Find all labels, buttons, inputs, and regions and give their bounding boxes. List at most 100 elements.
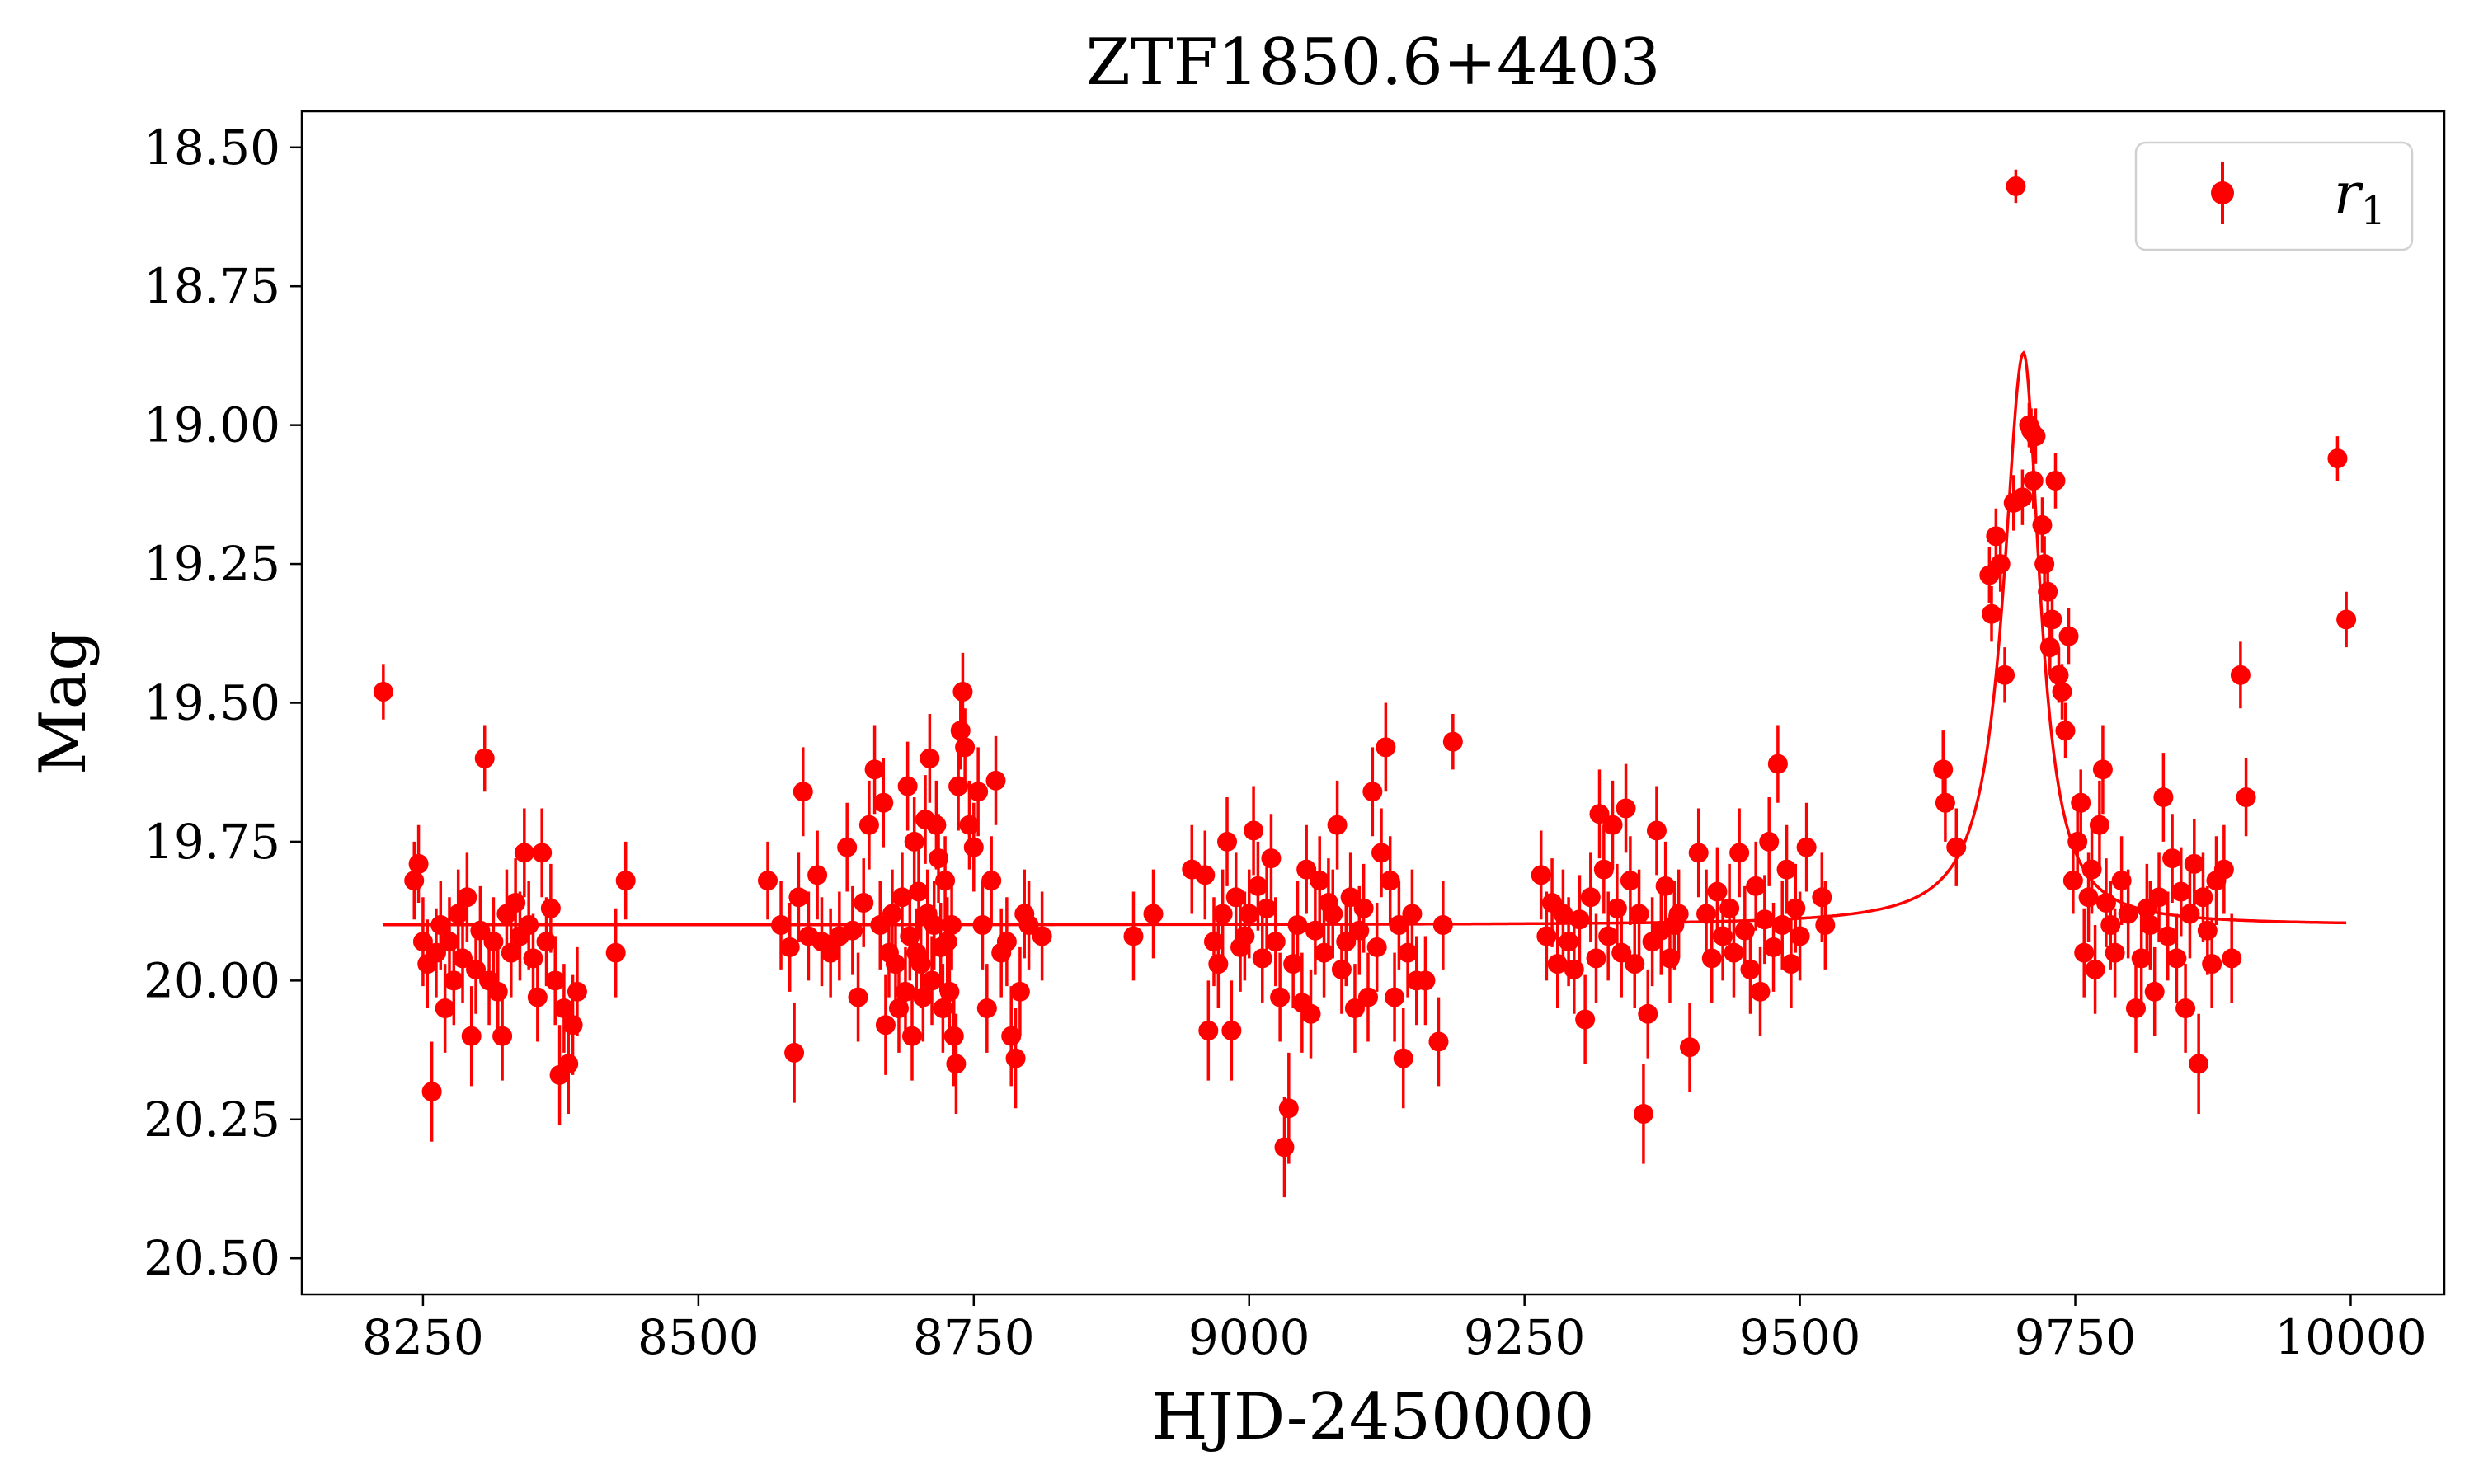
data-point (929, 848, 949, 869)
data-point (882, 904, 902, 924)
data-point (1123, 926, 1144, 946)
data-point (1772, 914, 1793, 935)
data-point (1580, 887, 1601, 908)
data-point (562, 1015, 583, 1036)
data-point-group (2153, 753, 2174, 842)
data-point-group (848, 952, 868, 1042)
data-point-group (421, 1041, 442, 1142)
data-point-group (1629, 869, 1649, 959)
data-point-group (1009, 946, 1030, 1036)
x-tick-label: 9250 (1464, 1309, 1586, 1365)
data-point-group (1724, 908, 1744, 998)
data-point (1638, 1003, 1658, 1024)
data-point (1659, 948, 1680, 969)
data-point (1616, 798, 1636, 819)
data-point-group (2327, 436, 2348, 481)
data-point (1547, 954, 1568, 974)
data-point (976, 998, 997, 1019)
data-point (924, 914, 944, 935)
data-point (1287, 914, 1308, 935)
data-point (1586, 948, 1606, 969)
data-point (1270, 987, 1291, 1007)
data-point-group (567, 946, 587, 1036)
data-point (2184, 853, 2204, 874)
data-point-group (942, 881, 962, 970)
data-point (1646, 820, 1667, 841)
data-point-group (2085, 924, 2105, 1014)
data-point (2171, 881, 2191, 902)
data-point (1982, 603, 2002, 624)
data-point (985, 770, 1006, 791)
data-point (2052, 682, 2072, 702)
data-point (1713, 926, 1733, 946)
data-point (1763, 937, 1784, 957)
data-point (2180, 904, 2200, 924)
data-point (1278, 1098, 1299, 1119)
data-point (920, 748, 940, 768)
data-point-group (1432, 881, 1453, 970)
data-point-group (955, 708, 976, 787)
data-point-group (1278, 1052, 1299, 1164)
data-point (567, 981, 587, 1002)
data-point-group (2092, 725, 2113, 815)
data-point (943, 1026, 964, 1046)
y-tick-label: 18.50 (143, 120, 280, 176)
data-point-group (885, 919, 905, 1009)
data-point-group (1212, 869, 1233, 959)
data-point (448, 904, 468, 924)
data-point (373, 682, 393, 702)
data-point (1719, 898, 1740, 918)
data-point (1198, 1020, 1219, 1040)
data-point (1380, 871, 1400, 891)
data-point-group (946, 1013, 967, 1115)
data-point (1935, 792, 1955, 813)
data-point (404, 871, 425, 891)
data-point (421, 1082, 442, 1102)
data-point (1701, 948, 1722, 969)
data-point (2081, 859, 2102, 880)
data-point-group (2175, 964, 2196, 1053)
data-point-group (1680, 1003, 1700, 1092)
data-point (939, 981, 960, 1002)
data-point-group (1357, 952, 1378, 1042)
data-point (1385, 987, 1405, 1007)
data-point (2100, 914, 2121, 935)
data-point-group (1143, 869, 1164, 959)
data-point (1283, 954, 1304, 974)
data-point-group (1123, 891, 1144, 981)
data-point-group (2067, 808, 2088, 876)
data-point (514, 843, 534, 863)
data-point (532, 843, 553, 863)
data-point-group (2055, 702, 2076, 758)
data-points-layer (373, 169, 2357, 1198)
data-point-group (1261, 814, 1282, 904)
data-point (1314, 942, 1334, 963)
data-point (2175, 998, 2196, 1019)
data-point (885, 954, 905, 974)
data-point (2131, 948, 2152, 969)
data-point-group (1763, 903, 1784, 992)
data-point-group (900, 891, 920, 981)
data-point (519, 914, 539, 935)
data-point (1296, 859, 1317, 880)
data-point (2039, 637, 2060, 658)
data-point-group (2081, 824, 2102, 914)
data-point (1398, 942, 1418, 963)
data-point (2071, 792, 2091, 813)
data-point (2042, 609, 2062, 630)
data-point-group (1310, 836, 1330, 925)
data-point-group (2052, 664, 2072, 720)
data-point (2197, 920, 2218, 941)
data-point (1331, 959, 1352, 979)
data-point (821, 942, 841, 963)
data-point-group (474, 725, 495, 792)
data-point (1402, 904, 1423, 924)
data-point (1428, 1031, 1449, 1052)
data-point (1796, 837, 1817, 857)
data-point (2336, 609, 2357, 630)
legend-label-subscript: 1 (2361, 188, 2387, 234)
data-point-group (461, 986, 482, 1087)
data-point (1244, 820, 1264, 841)
y-axis-label: Mag (26, 630, 101, 775)
